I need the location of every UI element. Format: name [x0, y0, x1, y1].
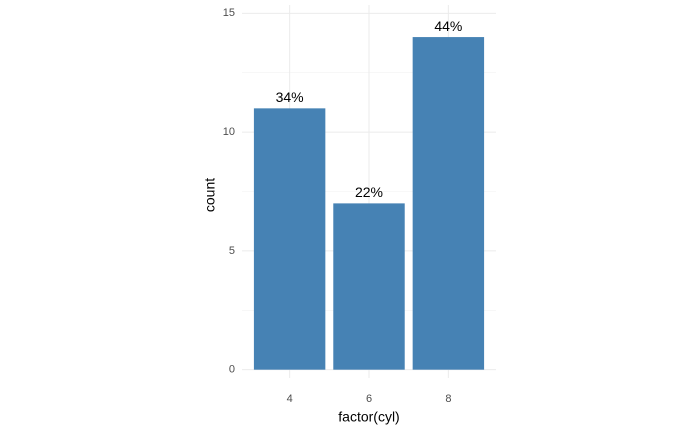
x-tick-label: 4 — [287, 393, 293, 405]
bar — [333, 203, 405, 370]
y-tick-label: 0 — [229, 364, 235, 376]
value-label: 44% — [434, 18, 462, 34]
x-tick-label: 6 — [366, 393, 372, 405]
value-label: 34% — [276, 89, 304, 105]
x-axis-title: factor(cyl) — [338, 409, 399, 425]
y-tick-label: 5 — [229, 245, 235, 257]
x-tick-label: 8 — [445, 393, 451, 405]
y-tick-label: 10 — [223, 126, 235, 138]
y-tick-label: 15 — [223, 7, 235, 19]
bar — [253, 108, 326, 370]
value-label: 22% — [355, 184, 383, 200]
bar — [412, 37, 485, 370]
y-axis-title: count — [202, 178, 218, 212]
